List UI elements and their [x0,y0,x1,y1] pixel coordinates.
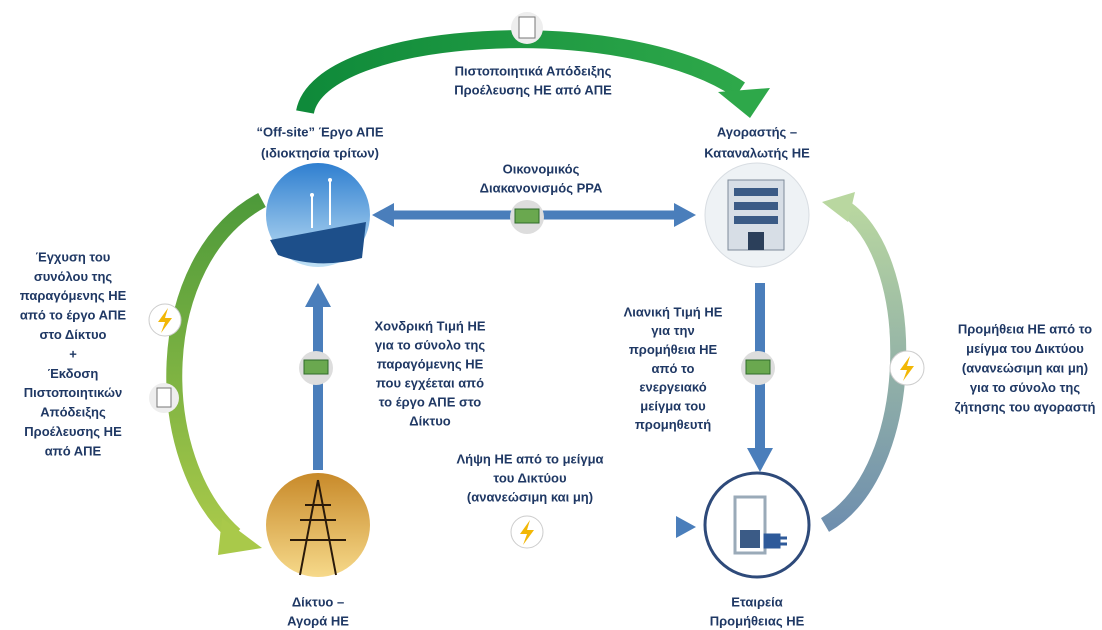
node-label: “Off-site” Έργο ΑΠΕ [257,124,384,139]
flow-label: που εγχέεται από [376,375,484,390]
node-label: (ιδιοκτησία τρίτων) [261,145,379,160]
node-supplier [705,473,809,577]
flow-label: Οικονομικός [503,161,580,176]
arrowhead [218,518,262,555]
flow-label: Δίκτυο [409,413,451,428]
flow-label: προμηθευτή [635,417,711,432]
bolt-icon [511,516,543,548]
certificate-icon [511,12,543,44]
flow-label: του Δικτύου [493,470,567,485]
flow-label: Χονδρική Τιμή ΗΕ [374,318,485,333]
arrowhead [305,283,331,307]
node-label: Αγοραστής – [717,124,797,139]
flow-label: από το [652,361,695,376]
flow-label: Διακανονισμός PPA [480,180,603,195]
flow-label: (ανανεώσιμη και μη) [962,360,1088,375]
node-label: Καταναλωτής ΗΕ [704,145,810,160]
arrowhead [747,448,773,472]
flow-label: ενεργειακό [639,380,706,395]
flow-label: μείγμα του Δικτύου [966,341,1084,356]
flow-label: για το σύνολο της [375,337,485,352]
flow-label: Λήψη ΗΕ από το μείγμα [456,451,603,466]
bolt-icon [890,351,924,385]
flow-label: το έργο ΑΠΕ στο [379,394,482,409]
money-icon [741,351,775,385]
flow-label: ζήτησης του αγοραστή [955,399,1096,414]
diagram: “Off-site” Έργο ΑΠΕ (ιδιοκτησία τρίτων) Αγ… [0,0,1102,630]
flow-label: Λιανική Τιμή ΗΕ [624,304,723,319]
arrowhead [718,88,770,118]
flow-label: προμήθεια ΗΕ [629,342,718,357]
node-label: Αγορά ΗΕ [287,613,349,628]
node-buyer [705,163,809,267]
flow-label: Πιστοποιητικά Απόδειξης [455,63,612,78]
node-offsite [266,163,370,267]
flow-label: Προέλευσης ΗΕ από ΑΠΕ [454,82,612,97]
flow-label: Έγχυση του [36,249,111,264]
flow-label: στο Δίκτυο [40,327,107,342]
flow-label: από ΑΠΕ [45,443,102,458]
flow-label: Προμήθεια ΗΕ από το [958,321,1092,336]
arrowhead [674,203,696,227]
flow-label: για την [651,323,694,338]
flow-label: Προέλευσης ΗΕ [24,424,122,439]
arrowhead [676,516,696,538]
certificate-icon [149,383,179,413]
arc-left [174,200,262,535]
arrowhead [372,203,394,227]
flow-label: Έκδοση [48,366,99,381]
flow-label: + [69,346,77,361]
money-icon [510,200,544,234]
flow-label: (ανανεώσιμη και μη) [467,489,593,504]
node-grid [266,473,370,577]
flow-label: παραγόμενης ΗΕ [20,288,127,303]
node-label: Δίκτυο – [292,594,344,609]
money-icon [299,351,333,385]
flow-label: από το έργο ΑΠΕ [20,308,126,323]
flow-label: μείγμα του [640,398,706,413]
arc-right [825,205,898,525]
flow-label: Απόδειξης [40,405,106,420]
flow-label: συνόλου της [34,269,113,284]
bolt-icon [149,304,181,336]
node-label: Προμήθειας ΗΕ [710,613,805,628]
flow-label: παραγόμενης ΗΕ [377,356,484,371]
flow-label: για το σύνολο της [970,380,1080,395]
flow-label: Πιστοποιητικών [24,385,122,400]
node-label: Εταιρεία [731,594,783,609]
